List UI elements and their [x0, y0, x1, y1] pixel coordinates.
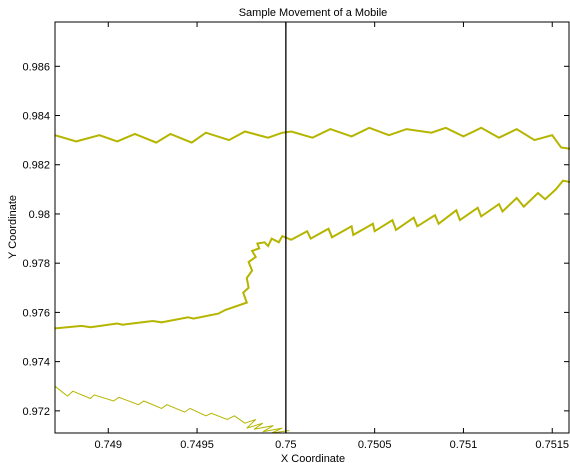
- series-line-1: [55, 126, 570, 150]
- x-tick-label: 0.749: [95, 439, 123, 451]
- y-tick-label: 0.98: [29, 209, 50, 221]
- series-group: [55, 126, 570, 433]
- y-tick-label: 0.972: [22, 406, 50, 418]
- x-tick-label: 0.751: [450, 439, 478, 451]
- x-tick-label: 0.7505: [358, 439, 392, 451]
- plot-area: 0.749 0.7495 0.75 0.7505 0.751 0.7515 0.972 0.9…: [22, 21, 570, 451]
- x-tick-label: 0.7515: [535, 439, 569, 451]
- x-tick-label: 0.7495: [180, 439, 214, 451]
- y-tick-label: 0.978: [22, 258, 50, 270]
- chart-title: Sample Movement of a Mobile: [239, 7, 388, 19]
- plot-frame: [54, 21, 570, 434]
- y-tick-label: 0.984: [22, 111, 50, 123]
- y-tick-label: 0.974: [22, 357, 50, 369]
- y-tick-label: 0.986: [22, 61, 50, 73]
- series-line-3: [55, 385, 290, 433]
- x-axis-label: X Coordinate: [281, 453, 345, 463]
- y-axis-label: Y Coordinate: [7, 195, 19, 259]
- x-tick-label: 0.75: [275, 439, 296, 451]
- y-tick-label: 0.982: [22, 160, 50, 172]
- y-tick-label: 0.976: [22, 307, 50, 319]
- series-line-2: [55, 179, 570, 330]
